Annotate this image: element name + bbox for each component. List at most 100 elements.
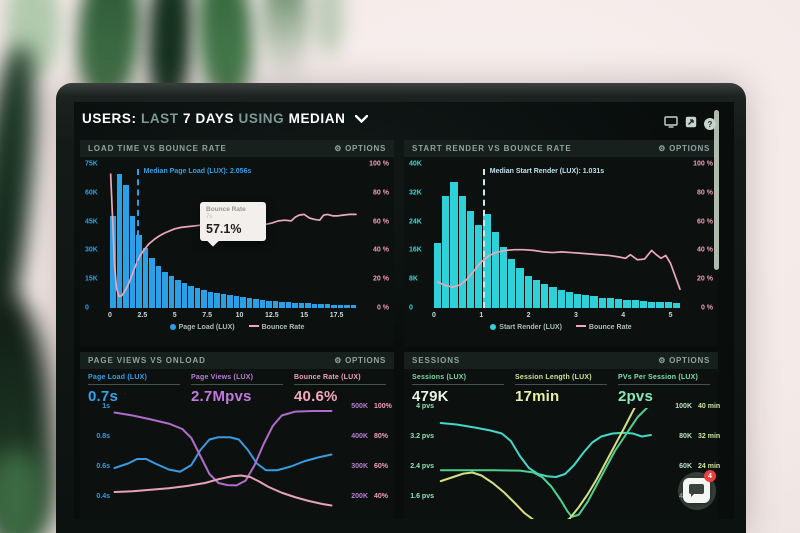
- bar: [508, 259, 516, 308]
- panel-title: SESSIONS: [412, 356, 461, 365]
- panel-start-render-vs-bounce-rate: START RENDER VS BOUNCE RATE ⚙ OPTIONS 40K…: [404, 140, 718, 346]
- legend-dot-icon: [169, 324, 176, 330]
- options-button[interactable]: ⚙ OPTIONS: [334, 143, 386, 153]
- bar: [639, 301, 648, 308]
- axis-row: 0.6s 300K 60%: [80, 463, 394, 472]
- panel-sessions: SESSIONS ⚙ OPTIONS Sessions (LUX) 479K Se…: [404, 352, 720, 519]
- axis-tick-label: 0 %: [700, 304, 713, 312]
- bar: [142, 248, 148, 308]
- bar: [466, 210, 475, 308]
- bar: [175, 280, 181, 308]
- bar: [168, 276, 174, 308]
- bar: [458, 196, 466, 308]
- share-icon[interactable]: [685, 115, 697, 133]
- bar: [565, 291, 573, 308]
- axis-tick-label: 0: [409, 304, 413, 312]
- options-button[interactable]: ⚙ OPTIONS: [658, 143, 710, 153]
- axis-tick-label: 2.5: [137, 312, 148, 319]
- bar: [227, 295, 233, 308]
- metric-bounce-rate: Bounce Rate (LUX) 40.6%: [294, 374, 386, 405]
- bar: [207, 291, 213, 308]
- bar: [214, 292, 220, 308]
- chat-widget-button[interactable]: 4: [678, 470, 716, 510]
- axis-tick-label: 20 %: [697, 275, 713, 283]
- start-render-chart[interactable]: Median Start Render (LUX): 1.031s: [434, 164, 680, 308]
- x-axis: 0 1 2 3 4 5: [432, 312, 680, 321]
- bar: [149, 258, 155, 308]
- bar: [298, 303, 304, 308]
- axis-tick-label: 0.6s: [96, 463, 110, 470]
- sessions-sparkline-chart[interactable]: [434, 408, 660, 519]
- axis-tick-label: 200K: [351, 493, 368, 500]
- metric-sessions: Sessions (LUX) 479K: [412, 374, 504, 405]
- bar: [220, 294, 226, 308]
- sparkline-axis-labels: 1s 500K 100% 0.8s 400K 80% 0.6s 300K 60% 0.4s 200K…: [80, 403, 394, 513]
- page-views-sparkline-chart[interactable]: [110, 408, 336, 519]
- axis-tick-label: 0: [85, 304, 89, 312]
- axis-tick-label: 24K: [409, 218, 422, 226]
- axis-tick-label: 16K: [409, 246, 422, 254]
- axis-tick-label: 15: [300, 312, 309, 319]
- load-time-chart[interactable]: Median Page Load (LUX): 2.056s Bounce Ra…: [110, 164, 356, 308]
- metric-value: 17min: [515, 388, 560, 405]
- axis-tick-label: 8K: [409, 275, 418, 283]
- metric-page-load: Page Load (LUX) 0.7s: [88, 374, 180, 405]
- bar: [483, 214, 491, 308]
- axis-tick-label: 10: [235, 312, 244, 319]
- chevron-down-icon[interactable]: [354, 111, 369, 126]
- bar: [499, 246, 508, 308]
- gear-icon: ⚙: [658, 355, 667, 365]
- bar: [623, 300, 631, 308]
- axis-tick-label: 80%: [374, 433, 389, 440]
- axis-tick-label: 80K: [679, 433, 692, 440]
- legend-item: Page Load (LUX): [169, 324, 235, 331]
- axis-tick-label: 0.8s: [96, 433, 110, 440]
- bar: [155, 265, 161, 308]
- dashboard-title-bar[interactable]: USERS: LAST 7 DAYS USING MEDIAN: [82, 111, 369, 126]
- median-marker: Median Start Render (LUX): 1.031s: [482, 168, 604, 308]
- scrollbar-thumb[interactable]: [714, 110, 719, 270]
- options-button[interactable]: ⚙ OPTIONS: [334, 355, 386, 365]
- axis-tick-label: 100K: [675, 403, 692, 410]
- bar: [129, 215, 135, 308]
- axis-tick-label: 7.5: [202, 312, 212, 319]
- axis-tick-label: 3.2 pvs: [410, 433, 434, 440]
- bar: [442, 196, 450, 308]
- options-button[interactable]: ⚙ OPTIONS: [658, 355, 710, 365]
- bar: [259, 299, 265, 308]
- panel-load-time-vs-bounce-rate: LOAD TIME VS BOUNCE RATE ⚙ OPTIONS 75K 60K…: [80, 140, 394, 346]
- bar: [324, 304, 330, 308]
- axis-tick-label: 60 %: [373, 218, 389, 226]
- axis-row: 4 pvs 100K 40 min: [404, 403, 720, 412]
- axis-tick-label: 45K: [85, 218, 98, 226]
- bar: [331, 304, 337, 308]
- bar: [491, 232, 499, 308]
- bar: [557, 289, 565, 308]
- bounce-rate-line: [434, 164, 680, 308]
- bar: [194, 287, 200, 308]
- axis-tick-label: 40%: [374, 493, 389, 500]
- bar: [188, 285, 194, 308]
- sparkline-axis-labels: 4 pvs 100K 40 min 3.2 pvs 80K 32 min 2.4 pvs 60…: [404, 403, 720, 513]
- display-icon[interactable]: [664, 115, 678, 133]
- axis-tick-label: 32K: [409, 189, 422, 197]
- y-axis-right: 100 % 80 % 60 % 40 % 20 % 0 %: [363, 161, 389, 312]
- bar: [606, 298, 615, 308]
- legend-item: Start Render (LUX): [490, 324, 562, 331]
- title-last: LAST: [140, 111, 179, 126]
- bar: [615, 299, 623, 308]
- bar: [123, 185, 129, 308]
- axis-tick-label: 5: [668, 312, 673, 319]
- gear-icon: ⚙: [334, 355, 343, 365]
- metric-value: 479K: [412, 388, 449, 405]
- bar: [162, 271, 168, 308]
- panel-title: PAGE VIEWS VS ONLOAD: [88, 356, 206, 365]
- metric-page-views: Page Views (LUX) 2.7Mpvs: [191, 374, 283, 405]
- bar: [116, 173, 122, 308]
- axis-tick-label: 75K: [85, 160, 98, 168]
- help-icon[interactable]: ?: [704, 118, 716, 130]
- axis-tick-label: 100 %: [693, 160, 713, 168]
- plant-leaf: [0, 450, 46, 533]
- bar: [434, 243, 442, 308]
- bar: [285, 302, 291, 308]
